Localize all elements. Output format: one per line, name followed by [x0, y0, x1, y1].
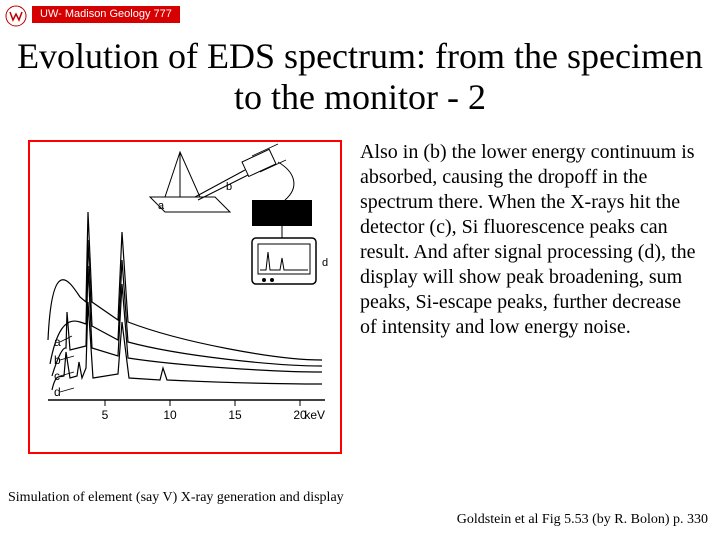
source-credit: Goldstein et al Fig 5.53 (by R. Bolon) p…: [457, 512, 708, 528]
figure-caption: Simulation of element (say V) X-ray gene…: [8, 490, 344, 506]
label-a: a: [54, 335, 61, 349]
xaxis-tick-10: 10: [163, 408, 177, 422]
label-c: c: [54, 369, 60, 383]
eds-evolution-figure: 5 10 15 20 keV a b c: [28, 140, 342, 454]
label-b: b: [54, 353, 61, 367]
inset-label-d: d: [322, 257, 328, 269]
inset-label-a: a: [158, 200, 165, 212]
xaxis-tick-5: 5: [102, 408, 109, 422]
course-badge: UW- Madison Geology 777: [32, 6, 180, 23]
uw-logo: [4, 4, 28, 28]
body-paragraph: Also in (b) the lower energy continuum i…: [360, 140, 700, 340]
xaxis-unit: keV: [304, 408, 325, 422]
inset-label-b: b: [226, 181, 232, 193]
inset-diagram: a b: [150, 144, 328, 284]
slide-title: Evolution of EDS spectrum: from the spec…: [0, 36, 720, 119]
xaxis-tick-15: 15: [228, 408, 242, 422]
label-d: d: [54, 385, 61, 399]
